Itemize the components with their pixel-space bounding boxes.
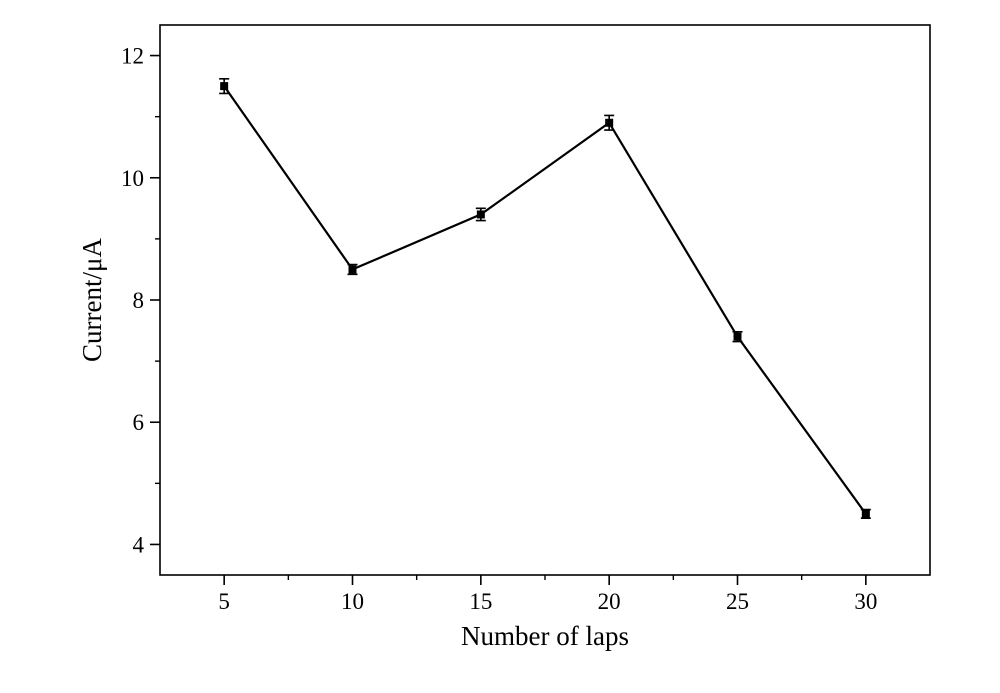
- y-tick-label: 12: [121, 44, 144, 69]
- data-point: [476, 210, 485, 219]
- plot-frame: [159, 24, 931, 576]
- x-tick-label: 10: [341, 589, 364, 614]
- x-tick-label: 30: [854, 589, 877, 614]
- y-tick-label: 6: [133, 410, 145, 435]
- y-tick-label: 8: [133, 288, 145, 313]
- y-axis-title: Current/μA: [77, 238, 107, 362]
- data-point: [861, 509, 870, 518]
- data-point: [605, 118, 614, 127]
- x-tick-label: 5: [218, 589, 230, 614]
- data-point: [733, 332, 742, 341]
- x-tick-label: 15: [469, 589, 492, 614]
- y-tick-label: 10: [121, 166, 144, 191]
- data-point: [348, 265, 357, 274]
- x-tick-label: 25: [726, 589, 749, 614]
- data-point: [220, 82, 229, 91]
- x-tick-label: 20: [598, 589, 621, 614]
- y-tick-label: 4: [133, 532, 145, 557]
- series-line: [223, 85, 867, 515]
- x-axis-title: Number of laps: [461, 621, 629, 651]
